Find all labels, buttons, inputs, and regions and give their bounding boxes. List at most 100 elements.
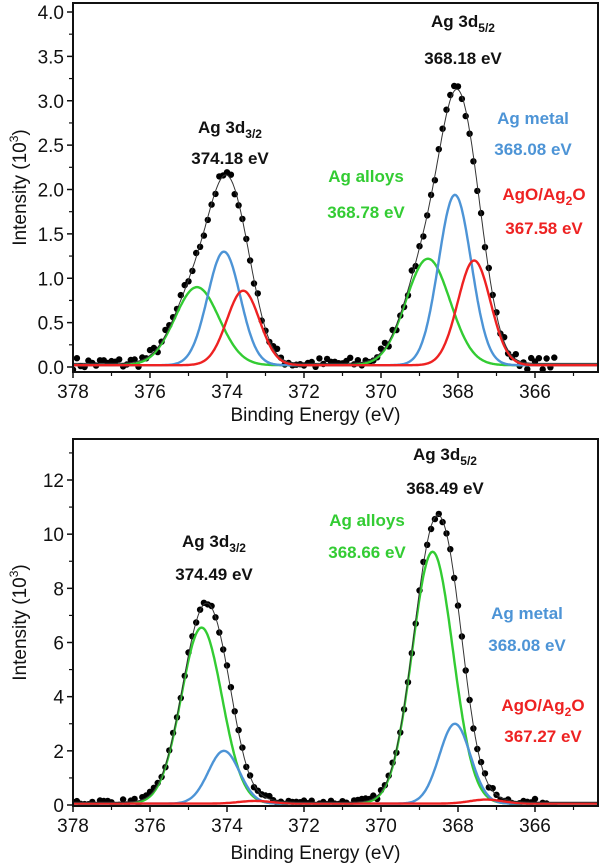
- chart-panel-top: 378 376 374 372 370 368 366 0.0 0.5 1.0 1.5 2.0 2.5 3…: [7, 2, 599, 426]
- x-tick-label: 378: [57, 816, 89, 837]
- annotation-metal: Ag metal 368.08 eV: [488, 604, 566, 655]
- annotation-label-main: Ag alloys: [329, 511, 405, 530]
- annotation-label-main: Ag 3d: [413, 445, 460, 464]
- y-axis-title-main: Intensity (10: [10, 577, 31, 681]
- data-point: [512, 351, 519, 358]
- x-tick-label: 374: [211, 382, 243, 403]
- annotation-alloys: Ag alloys 368.78 eV: [327, 167, 405, 222]
- y-axis-title-end: ): [10, 129, 31, 135]
- x-tick-label: 376: [134, 816, 166, 837]
- annotation-value: 374.49 eV: [175, 565, 253, 584]
- annotation-value: 374.18 eV: [191, 149, 269, 168]
- component-ag-alloys: [73, 550, 598, 805]
- envelope-line: [73, 514, 598, 803]
- annotation-value: 368.08 eV: [488, 636, 566, 655]
- annotation-label: Ag metal: [497, 109, 569, 128]
- x-tick-label: 370: [365, 382, 397, 403]
- y-tick-label: 2.5: [38, 136, 64, 157]
- data-point: [539, 366, 546, 372]
- annotation-label: AgO/Ag2O: [502, 185, 585, 208]
- annotation-label-main: Ag 3d: [431, 12, 478, 31]
- annotation-label: Ag 3d3/2: [182, 532, 246, 555]
- data-point: [266, 792, 273, 800]
- plot-frame: [72, 2, 599, 373]
- annotation-ag3d32: Ag 3d3/2 374.18 eV: [191, 118, 269, 168]
- data-point: [239, 744, 246, 751]
- y-axis-title: Intensity (103): [7, 129, 31, 246]
- component-ag-alloys: [73, 257, 598, 367]
- y-tick-label: 2: [53, 742, 64, 763]
- data-point: [227, 684, 235, 691]
- data-point: [235, 726, 242, 734]
- data-point: [551, 354, 558, 361]
- y-tick-label: 10: [43, 525, 64, 546]
- annotation-label-sub: 3/2: [245, 127, 262, 141]
- data-point: [227, 171, 235, 178]
- annotation-label-main: Ag 3d: [182, 532, 229, 551]
- annotation-label-end: O: [572, 185, 585, 204]
- annotation-oxide: AgO/Ag2O 367.58 eV: [502, 185, 585, 238]
- data-point: [462, 112, 469, 120]
- y-tick-label: 12: [43, 471, 64, 492]
- data-point: [347, 354, 354, 361]
- x-tick-label: 378: [57, 382, 89, 403]
- annotation-label-sub: 3/2: [229, 541, 246, 555]
- data-point: [474, 187, 481, 195]
- annotation-label: Ag alloys: [328, 167, 404, 186]
- annotation-ag3d52: Ag 3d5/2 368.18 eV: [424, 12, 502, 68]
- data-point: [354, 357, 362, 364]
- x-tick-label: 366: [519, 382, 551, 403]
- annotation-label: Ag alloys: [329, 511, 405, 530]
- annotation-label-sub: 2: [565, 705, 572, 719]
- annotation-label: Ag 3d5/2: [413, 445, 477, 468]
- chart-panel-bottom: 378 376 374 372 370 368 366 0 2 4 6 8 10 12 Binding En…: [7, 438, 599, 864]
- data-point: [235, 202, 242, 209]
- component-ago-ag2o: [73, 798, 598, 805]
- data-point: [131, 356, 138, 363]
- y-axis-title-sup: 3: [7, 135, 21, 142]
- annotation-metal: Ag metal 368.08 eV: [494, 109, 572, 159]
- annotation-label-end: O: [571, 696, 584, 715]
- y-tick-label: 3.0: [38, 92, 64, 113]
- y-tick-label: 0.5: [38, 314, 64, 335]
- data-point: [73, 355, 81, 362]
- annotation-label-sub: 5/2: [460, 454, 477, 468]
- x-tick-label: 370: [365, 816, 397, 837]
- y-tick-label: 1.5: [38, 225, 64, 246]
- plot-area: [73, 510, 598, 806]
- x-tick-label: 374: [211, 816, 243, 837]
- x-tick-label: 368: [442, 382, 474, 403]
- x-axis-title: Binding Energy (eV): [230, 405, 400, 426]
- annotation-label-main: AgO/Ag: [502, 185, 565, 204]
- x-tick-label: 372: [288, 816, 320, 837]
- data-point: [524, 365, 531, 372]
- annotation-ag3d32: Ag 3d3/2 374.49 eV: [175, 532, 253, 584]
- y-axis-title-sup: 3: [7, 570, 21, 577]
- y-tick-label: 3.5: [38, 47, 64, 68]
- y-tick-label: 4.0: [38, 3, 64, 24]
- annotation-label-main: Ag metal: [491, 604, 563, 623]
- data-point: [254, 290, 261, 297]
- annotation-value: 368.49 eV: [406, 479, 484, 498]
- data-point: [531, 795, 539, 803]
- data-point: [489, 785, 496, 792]
- y-axis-title-end: ): [10, 564, 31, 570]
- y-axis-title-main: Intensity (10: [10, 142, 31, 246]
- annotation-label-sub: 2: [566, 194, 573, 208]
- data-point: [477, 758, 485, 766]
- x-tick-label: 376: [134, 382, 166, 403]
- annotation-ag3d52: Ag 3d5/2 368.49 eV: [406, 445, 484, 498]
- annotation-value: 367.58 eV: [505, 219, 583, 238]
- data-point: [470, 158, 477, 165]
- x-tick-label: 368: [442, 816, 474, 837]
- data-point: [454, 83, 462, 90]
- plot-area: [73, 82, 598, 372]
- annotation-value: 367.27 eV: [504, 727, 582, 746]
- data-point: [116, 356, 123, 363]
- annotation-label-sub: 5/2: [478, 21, 495, 35]
- data-point: [447, 546, 454, 553]
- data-point: [420, 233, 427, 240]
- annotation-label: AgO/Ag2O: [501, 696, 584, 719]
- x-tick-label: 372: [288, 382, 320, 403]
